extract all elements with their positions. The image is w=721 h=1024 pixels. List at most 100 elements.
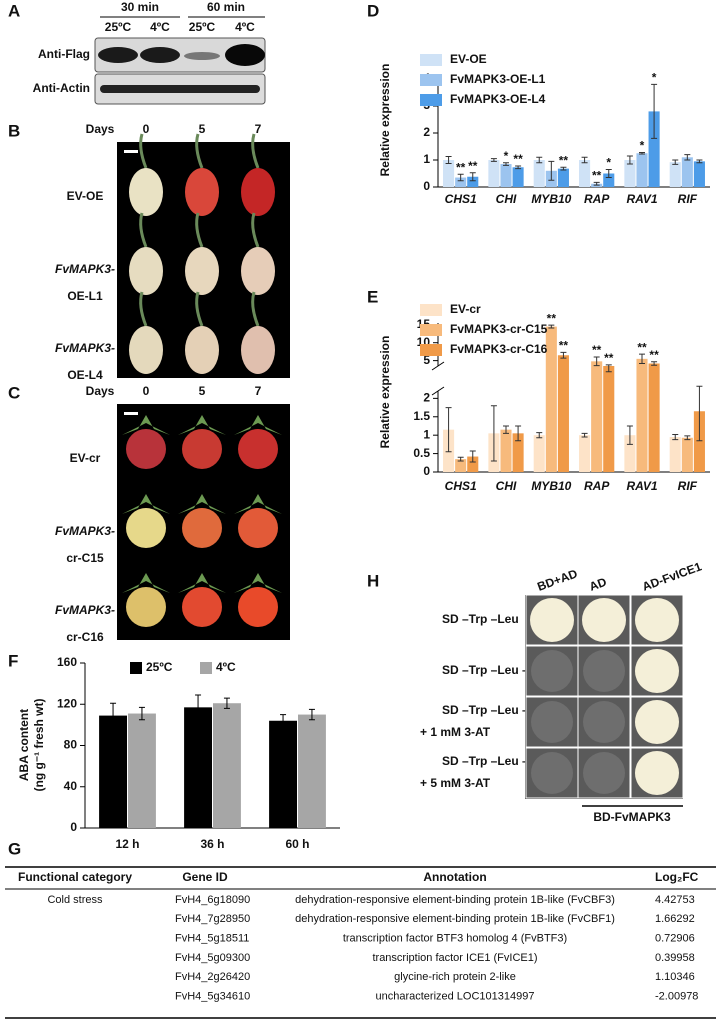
panel-label: A xyxy=(8,1,20,20)
band xyxy=(184,52,220,60)
table-cell: FvH4_5g34610 xyxy=(175,990,250,1002)
table-cell: FvH4_5g09300 xyxy=(175,952,250,964)
column-label: AD xyxy=(587,575,608,594)
error-bar xyxy=(110,702,117,729)
legend-label: 4ºC xyxy=(216,660,236,674)
error-bar xyxy=(672,433,679,441)
time-label: 60 min xyxy=(207,0,245,14)
panel-label: D xyxy=(367,1,379,20)
table-cell: FvH4_7g28950 xyxy=(175,913,250,925)
fruit xyxy=(126,429,166,469)
bar xyxy=(681,437,693,472)
table-header: Annotation xyxy=(423,870,486,884)
legend-label: FvMAPK3-OE-L4 xyxy=(450,92,546,106)
x-tick-label: CHI xyxy=(496,479,517,493)
panel-label: E xyxy=(367,287,378,306)
table-header: Functional category xyxy=(18,870,132,884)
y-tick-label: 1.5 xyxy=(413,409,430,423)
error-bar xyxy=(626,155,633,165)
significance-label: ** xyxy=(468,159,478,173)
colony xyxy=(583,701,625,743)
table-cell: 1.66292 xyxy=(655,913,695,925)
fruit xyxy=(182,429,222,469)
scale-bar xyxy=(124,150,138,153)
error-bar xyxy=(581,432,588,438)
error-bar xyxy=(651,361,658,366)
y-axis-label: Relative expression xyxy=(378,64,392,177)
error-bar xyxy=(536,156,543,164)
stem xyxy=(251,212,260,248)
fruit xyxy=(238,508,278,548)
significance-label: * xyxy=(640,139,645,153)
line-label: FvMAPK3- xyxy=(55,341,115,355)
temp-label: 4ºC xyxy=(150,20,170,34)
error-bar xyxy=(684,435,691,441)
fruit xyxy=(185,247,219,295)
table-cell: FvH4_5g18511 xyxy=(175,933,249,945)
colony xyxy=(635,751,679,795)
significance-label: ** xyxy=(592,343,602,357)
bar xyxy=(500,164,512,187)
error-bar xyxy=(672,159,679,165)
colony xyxy=(635,700,679,744)
bar xyxy=(467,176,479,187)
y-axis-label: ABA content xyxy=(17,709,31,781)
temp-label: 25ºC xyxy=(105,20,132,34)
significance-label: ** xyxy=(513,152,523,166)
colony xyxy=(531,752,573,794)
error-bar xyxy=(651,83,658,139)
bar xyxy=(455,177,467,187)
line-label: cr-C16 xyxy=(66,630,104,644)
x-tick-label: 12 h xyxy=(115,837,139,851)
legend-label: FvMAPK3-cr-C15 xyxy=(450,322,548,336)
medium-label: SD –Trp –Leu xyxy=(442,612,519,626)
x-tick-label: 36 h xyxy=(200,837,224,851)
table-cell: 1.10346 xyxy=(655,971,695,983)
sepal xyxy=(234,415,282,435)
line-label: OE-L4 xyxy=(67,368,103,382)
panel-label: C xyxy=(8,383,20,402)
legend-label: 25ºC xyxy=(146,660,173,674)
error-bar xyxy=(195,694,202,721)
error-bar xyxy=(469,172,476,182)
table-cell: dehydration-responsive element-binding p… xyxy=(295,894,615,906)
fruit xyxy=(185,168,219,216)
bar xyxy=(512,433,524,472)
day-label: 0 xyxy=(143,384,150,398)
x-tick-label: RAP xyxy=(584,192,610,206)
axis-break xyxy=(431,361,445,371)
x-tick-label: RIF xyxy=(678,192,698,206)
error-bar xyxy=(469,450,476,463)
error-bar xyxy=(560,351,567,359)
line-label: FvMAPK3- xyxy=(55,262,115,276)
sepal xyxy=(178,573,226,593)
sepal xyxy=(178,494,226,514)
bar xyxy=(298,714,326,828)
stem xyxy=(195,291,204,327)
legend-swatch xyxy=(420,304,442,316)
y-tick-label: 0 xyxy=(423,464,430,478)
x-tick-label: RAP xyxy=(584,479,610,493)
error-bar xyxy=(308,708,315,721)
line-label: FvMAPK3- xyxy=(55,603,115,617)
significance-label: ** xyxy=(649,348,659,362)
stem xyxy=(195,212,204,248)
bar xyxy=(579,160,591,187)
legend-swatch xyxy=(420,54,442,66)
bar xyxy=(443,160,455,187)
band xyxy=(100,85,260,93)
error-bar xyxy=(593,356,600,367)
x-tick-label: MYB10 xyxy=(531,192,571,206)
bar xyxy=(533,160,545,187)
line-label: EV-cr xyxy=(70,451,101,465)
y-tick-label: 1 xyxy=(423,427,430,441)
fruit xyxy=(129,168,163,216)
legend-swatch xyxy=(420,344,442,356)
bar xyxy=(648,363,660,472)
y-axis-label: (ng g⁻¹ fresh wt) xyxy=(32,699,46,792)
y-tick-label: 40 xyxy=(64,779,78,793)
significance-label: * xyxy=(504,149,509,163)
fruit xyxy=(238,587,278,627)
error-bar xyxy=(223,697,230,709)
table-header: Gene ID xyxy=(182,870,228,884)
